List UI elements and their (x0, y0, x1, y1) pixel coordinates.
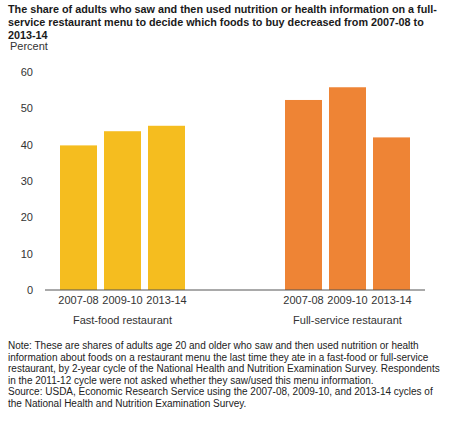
group-label: Fast-food restaurant (73, 314, 172, 326)
source: Source: USDA, Economic Research Service … (8, 386, 444, 409)
y-tick-label: 30 (21, 175, 33, 187)
bar (373, 137, 410, 290)
y-tick-label: 60 (21, 66, 33, 78)
bar (329, 87, 366, 290)
bar (285, 100, 322, 290)
x-tick-label: 2013-14 (146, 294, 186, 306)
y-tick-label: 50 (21, 102, 33, 114)
note: Note: These are shares of adults age 20 … (8, 340, 444, 386)
x-tick-label: 2007-08 (58, 294, 98, 306)
bar (104, 131, 141, 290)
y-axis-label: Percent (10, 40, 48, 52)
y-tick-label: 40 (21, 139, 33, 151)
x-tick-label: 2007-08 (283, 294, 323, 306)
x-tick-label: 2009-10 (327, 294, 367, 306)
title: The share of adults who saw and then use… (8, 3, 444, 42)
x-tick-label: 2009-10 (102, 294, 142, 306)
x-axis-line (45, 290, 425, 291)
bars (60, 87, 410, 290)
group-label: Full-service restaurant (293, 314, 402, 326)
bar (60, 145, 97, 290)
x-tick-label: 2013-14 (371, 294, 411, 306)
bar (148, 126, 185, 290)
y-tick-label: 10 (21, 248, 33, 260)
y-tick-label: 0 (27, 284, 33, 296)
y-tick-label: 20 (21, 211, 33, 223)
